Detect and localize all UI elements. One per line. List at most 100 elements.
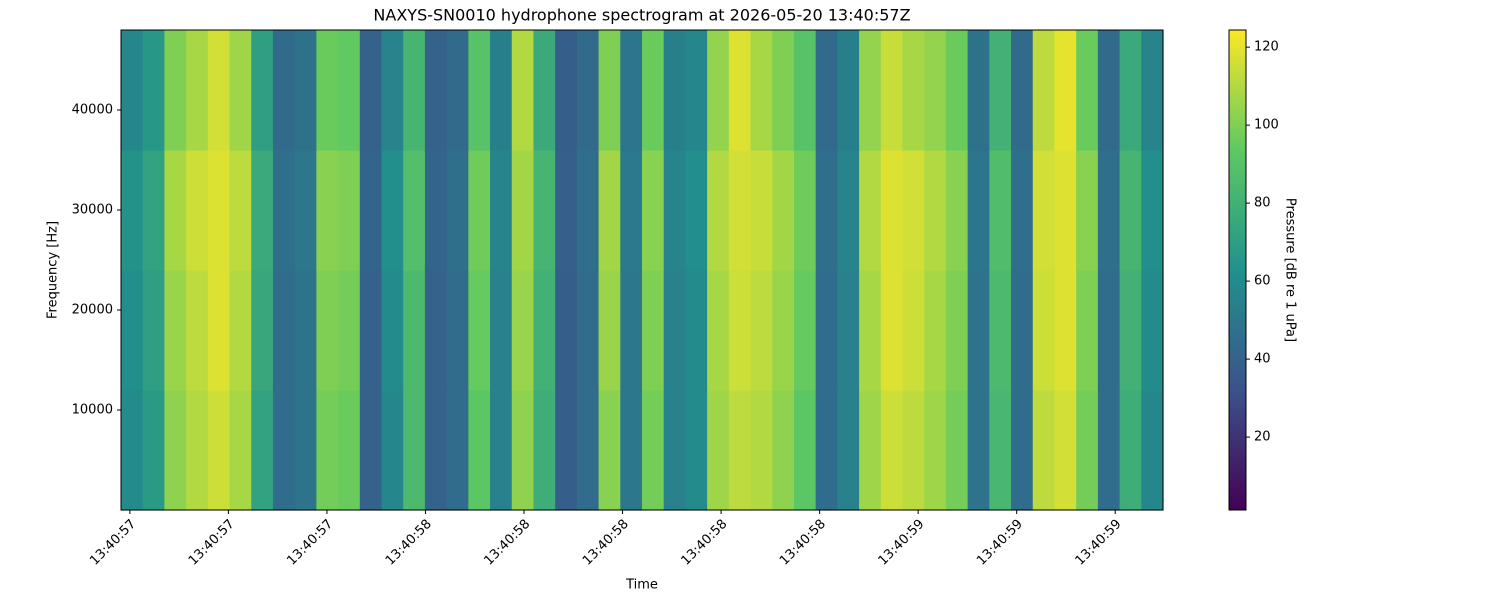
heatmap-cell bbox=[403, 390, 426, 511]
heatmap-cell bbox=[576, 270, 600, 391]
heatmap-cell bbox=[772, 150, 795, 271]
heatmap-cell bbox=[859, 150, 882, 271]
colorbar-tick-label: 40 bbox=[1254, 352, 1271, 367]
heatmap-cell bbox=[1119, 150, 1142, 271]
heatmap-cell bbox=[164, 30, 187, 151]
heatmap-cell bbox=[793, 270, 817, 391]
heatmap-cell bbox=[989, 270, 1012, 391]
x-tick-label: 13:40:58 bbox=[678, 517, 730, 569]
heatmap-cell bbox=[1119, 270, 1142, 391]
x-tick-label: 13:40:59 bbox=[1073, 517, 1125, 569]
heatmap-cell bbox=[424, 390, 448, 511]
heatmap-cell bbox=[1032, 390, 1056, 511]
heatmap-cells bbox=[121, 30, 1164, 511]
heatmap-cell bbox=[1054, 390, 1077, 511]
x-tick-label: 13:40:59 bbox=[974, 517, 1026, 569]
heatmap-cell bbox=[1076, 30, 1099, 151]
heatmap-cell bbox=[945, 150, 969, 271]
heatmap-cell bbox=[381, 150, 404, 271]
colorbar-tick-label: 100 bbox=[1254, 118, 1279, 133]
plot-frame bbox=[120, 29, 1164, 511]
heatmap-cell bbox=[642, 150, 665, 271]
heatmap-cell bbox=[815, 390, 838, 511]
heatmap-cell bbox=[1119, 30, 1142, 151]
heatmap-cell bbox=[880, 150, 904, 271]
heatmap-cell bbox=[251, 30, 274, 151]
heatmap-cell bbox=[1097, 270, 1121, 391]
heatmap-cell bbox=[142, 270, 166, 391]
heatmap-cell bbox=[967, 150, 990, 271]
colorbar bbox=[1228, 29, 1247, 511]
heatmap-cell bbox=[772, 390, 795, 511]
heatmap-cell bbox=[880, 390, 904, 511]
heatmap-cell bbox=[142, 30, 166, 151]
heatmap-cell bbox=[338, 270, 361, 391]
heatmap-cell bbox=[902, 30, 925, 151]
heatmap-cell bbox=[186, 150, 209, 271]
heatmap-cell bbox=[468, 150, 491, 271]
heatmap-cell bbox=[121, 390, 144, 511]
heatmap-cell bbox=[424, 150, 448, 271]
heatmap-cell bbox=[837, 390, 860, 511]
heatmap-cell bbox=[750, 390, 773, 511]
heatmap-cell bbox=[642, 30, 665, 151]
heatmap-cell bbox=[229, 270, 252, 391]
heatmap-cell bbox=[294, 30, 317, 151]
heatmap-cell bbox=[316, 270, 339, 391]
heatmap-cell bbox=[446, 30, 469, 151]
heatmap-cell bbox=[511, 30, 535, 151]
heatmap-cell bbox=[750, 150, 773, 271]
x-axis-label: Time bbox=[625, 578, 658, 593]
heatmap-cell bbox=[728, 30, 752, 151]
heatmap-cell bbox=[576, 390, 600, 511]
heatmap-cell bbox=[750, 30, 773, 151]
heatmap-cell bbox=[1097, 390, 1121, 511]
heatmap-cell bbox=[229, 390, 252, 511]
heatmap-cell bbox=[121, 30, 144, 151]
heatmap-cell bbox=[1076, 270, 1099, 391]
heatmap-cell bbox=[555, 270, 578, 391]
heatmap-cell bbox=[359, 30, 383, 151]
heatmap-cell bbox=[989, 30, 1012, 151]
heatmap-cell bbox=[272, 390, 296, 511]
y-tick-label: 30000 bbox=[72, 203, 113, 218]
heatmap-cell bbox=[533, 390, 556, 511]
heatmap-cell bbox=[446, 270, 469, 391]
heatmap-cell bbox=[1141, 30, 1164, 151]
heatmap-cell bbox=[772, 30, 795, 151]
heatmap-cell bbox=[902, 150, 925, 271]
heatmap-cell bbox=[121, 150, 144, 271]
heatmap-cell bbox=[728, 150, 752, 271]
heatmap-cell bbox=[967, 270, 990, 391]
heatmap-cell bbox=[1097, 30, 1121, 151]
heatmap-cell bbox=[338, 150, 361, 271]
heatmap-cell bbox=[424, 270, 448, 391]
heatmap-cell bbox=[707, 30, 730, 151]
heatmap-cell bbox=[1141, 390, 1164, 511]
heatmap-cell bbox=[924, 270, 947, 391]
heatmap-cell bbox=[815, 270, 838, 391]
heatmap-cell bbox=[620, 390, 643, 511]
heatmap-cell bbox=[1011, 270, 1034, 391]
heatmap-cell bbox=[880, 270, 904, 391]
x-tick-label: 13:40:59 bbox=[876, 517, 928, 569]
heatmap-cell bbox=[945, 30, 969, 151]
heatmap-cell bbox=[294, 270, 317, 391]
heatmap-cell bbox=[316, 150, 339, 271]
heatmap-cell bbox=[924, 30, 947, 151]
heatmap-cell bbox=[1054, 270, 1077, 391]
heatmap-cell bbox=[1032, 150, 1056, 271]
x-tick-label: 13:40:57 bbox=[284, 517, 336, 569]
colorbar-tick-label: 60 bbox=[1254, 274, 1271, 289]
heatmap-cell bbox=[642, 270, 665, 391]
heatmap-cell bbox=[663, 390, 687, 511]
heatmap-cell bbox=[924, 150, 947, 271]
heatmap-cell bbox=[468, 270, 491, 391]
colorbar-tick-label: 20 bbox=[1254, 430, 1271, 445]
heatmap-cell bbox=[1011, 390, 1034, 511]
chart-title: NAXYS-SN0010 hydrophone spectrogram at 2… bbox=[373, 6, 910, 25]
heatmap-cell bbox=[164, 270, 187, 391]
heatmap-cell bbox=[555, 30, 578, 151]
colorbar-label: Pressure [dB re 1 uPa] bbox=[1283, 198, 1298, 342]
